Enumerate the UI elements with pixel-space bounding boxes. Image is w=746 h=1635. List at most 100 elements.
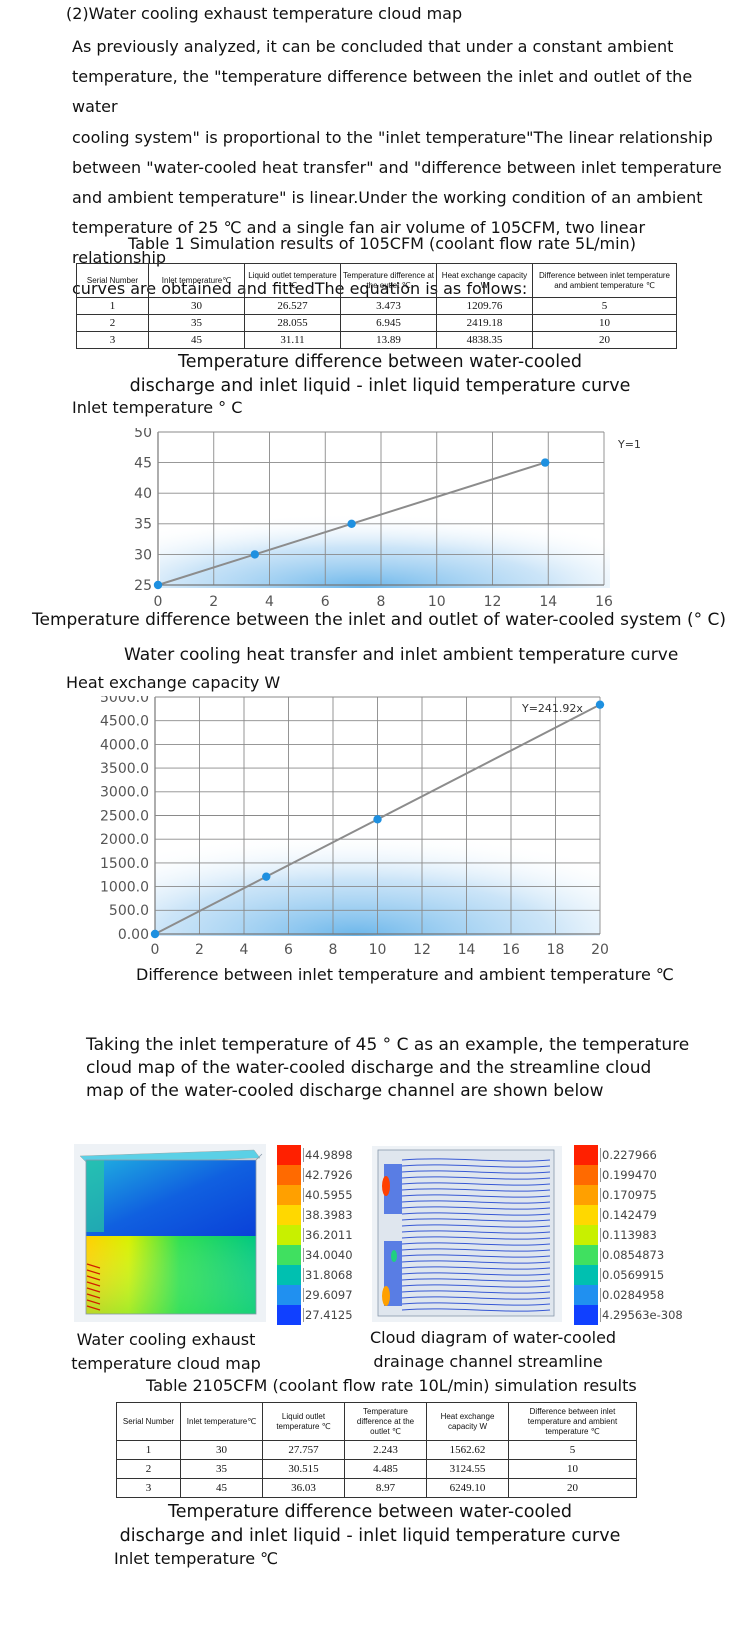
streamline [401,1176,551,1180]
legend-entry: 34.0040 [277,1245,353,1265]
c2-x-tick-label: 12 [413,942,431,958]
section-title: (2)Water cooling exhaust temperature clo… [66,4,463,23]
legend-swatch [574,1145,598,1165]
legend-swatch [277,1165,301,1185]
legend-swatch [277,1265,301,1285]
legend-entry: 38.3983 [277,1205,353,1225]
chart1-ylabel: Inlet temperature ° C [72,398,243,417]
table-header-cell: Temperature difference at the outlet ℃ [340,263,437,298]
legend-label: 0.0284958 [600,1288,665,1302]
c2-x-tick-label: 8 [329,942,338,958]
bottom-title-line: discharge and inlet liquid - inlet liqui… [119,1526,621,1546]
table-cell: 3 [116,1478,181,1498]
table-cell: 30 [148,297,245,315]
legend-swatch [574,1265,598,1285]
table-cell: 3124.55 [426,1459,509,1479]
table-cell: 26.527 [244,297,341,315]
legend-swatch [277,1225,301,1245]
legend-label: 0.227966 [600,1148,657,1162]
table-cell: 45 [180,1478,263,1498]
chart1-title-line: discharge and inlet liquid - inlet liqui… [129,376,631,396]
table-row: 2 35 28.055 6.945 2419.18 10 [76,314,677,332]
table-cell: 31.11 [244,331,341,349]
chart1-equation: Y=1.4399x+25 [617,438,640,451]
c1-x-tick-label: 16 [595,594,613,610]
legend-swatch [574,1225,598,1245]
legend-swatch [574,1165,598,1185]
legend-label: 34.0040 [303,1248,353,1262]
legend-entry: 44.9898 [277,1145,353,1165]
legend-label: 44.9898 [303,1148,353,1162]
legend-entry: 0.227966 [574,1145,657,1165]
table-cell: 2 [76,314,149,332]
table-cell: 13.89 [340,331,437,349]
legend-entry: 0.113983 [574,1225,657,1245]
legend-swatch [574,1185,598,1205]
left-figure-caption: Water cooling exhaust temperature cloud … [66,1328,266,1376]
table-row: 1 30 27.757 2.243 1562.62 5 [116,1440,637,1460]
table2: Serial Number Inlet temperature℃ Liquid … [116,1402,637,1498]
table1: Serial Number Inlet temperature℃ Liquid … [76,263,677,349]
c2-y-tick-label: 1000.0 [100,880,149,896]
table-header-cell: Heat exchange capacity W [436,263,533,298]
streamline [401,1200,551,1204]
table-cell: 36.03 [262,1478,345,1498]
c2-data-point [150,929,160,939]
table1-caption: Table 1 Simulation results of 105CFM (co… [128,234,636,253]
legend-entry: 36.2011 [277,1225,353,1245]
intro-line: temperature of 25 ℃ and a single fan air… [72,218,646,268]
streamline [401,1266,551,1270]
c1-x-tick-label: 12 [484,594,502,610]
table-cell: 5 [508,1440,637,1460]
table-header-cell: Serial Number [76,263,149,298]
c1-y-tick-label: 30 [134,547,152,563]
example-line: cloud map of the water-cooled discharge … [86,1058,652,1078]
c1-x-tick-label: 14 [539,594,557,610]
c1-y-tick-label: 45 [134,456,152,472]
streamline [401,1206,551,1210]
table-cell: 20 [508,1478,637,1498]
temperature-legend: 44.9898 42.7926 40.5955 38.3983 36.2011 … [277,1145,357,1325]
legend-swatch [574,1285,598,1305]
table-header-cell: Temperature difference at the outlet ℃ [344,1402,427,1441]
legend-swatch [574,1205,598,1225]
c1-x-tick-label: 2 [209,594,218,610]
legend-label: 0.170975 [600,1188,657,1202]
table-cell: 5 [532,297,677,315]
table-header-cell: Inlet temperature℃ [148,263,245,298]
bottom-title-line: Temperature difference between water-coo… [168,1502,572,1522]
chart1-xlabel: Temperature difference between the inlet… [32,610,726,630]
legend-entry: 0.0854873 [574,1245,664,1265]
streamline-cloud-image [372,1146,562,1322]
table-cell: 28.055 [244,314,341,332]
caption-line: Cloud diagram of water-cooled [370,1328,617,1347]
streamline [401,1296,551,1300]
legend-label: 0.142479 [600,1208,657,1222]
legend-label: 0.0569915 [600,1268,665,1282]
c2-x-tick-label: 0 [151,942,160,958]
bottom-chart-title: Temperature difference between water-coo… [90,1500,650,1548]
table-row: 2 35 30.515 4.485 3124.55 10 [116,1459,637,1479]
table-cell: 2419.18 [436,314,533,332]
legend-swatch [277,1185,301,1205]
c2-y-tick-label: 1500.0 [100,856,149,872]
streamline [401,1242,551,1246]
streamline [401,1188,551,1192]
caption-line: Water cooling exhaust [76,1330,256,1349]
bottom-chart-ylabel: Inlet temperature ℃ [114,1549,279,1568]
table-header-row: Serial Number Inlet temperature℃ Liquid … [116,1402,637,1441]
legend-label: 38.3983 [303,1208,353,1222]
c1-x-tick-label: 10 [428,594,446,610]
legend-swatch [277,1285,301,1305]
chart1-title-line: Temperature difference between water-coo… [178,352,582,372]
streamline [401,1218,551,1222]
caption-line: drainage channel streamline [373,1352,603,1371]
legend-entry: 0.199470 [574,1165,657,1185]
table-row: 3 45 36.03 8.97 6249.10 20 [116,1478,637,1498]
c1-y-tick-label: 35 [134,517,152,533]
table-cell: 10 [532,314,677,332]
legend-swatch [574,1305,598,1325]
table-cell: 1209.76 [436,297,533,315]
streamline [401,1170,551,1174]
caption-line: temperature cloud map [71,1354,261,1373]
